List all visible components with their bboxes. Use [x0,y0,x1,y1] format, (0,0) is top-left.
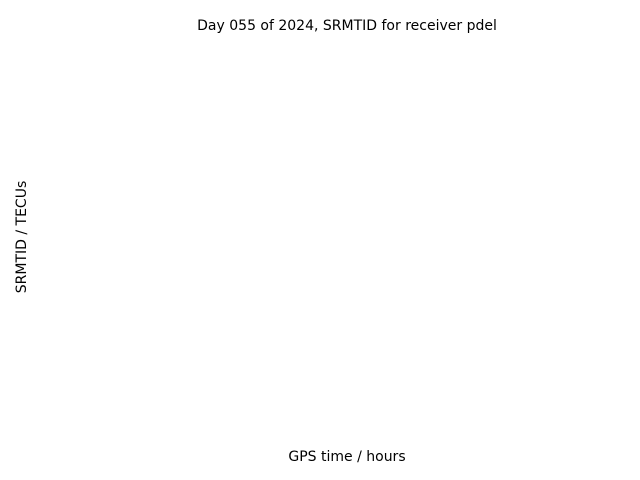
y-axis-label: SRMTID / TECUs [14,180,30,294]
x-axis-label: GPS time / hours [288,449,406,465]
chart-title: Day 055 of 2024, SRMTID for receiver pde… [197,18,497,34]
